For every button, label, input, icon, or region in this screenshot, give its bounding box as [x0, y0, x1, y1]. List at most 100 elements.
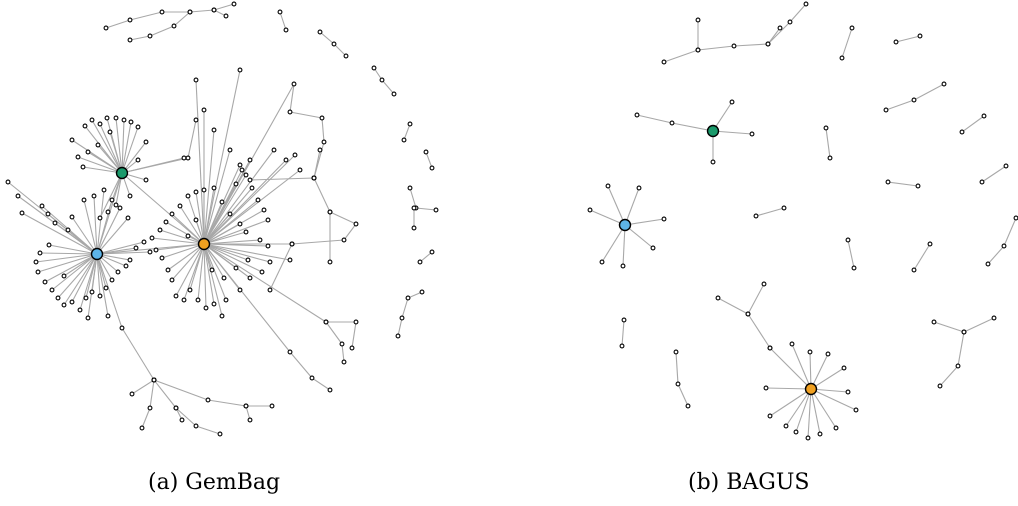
bagus-nodes — [587, 1, 1018, 441]
network-edge — [82, 166, 123, 174]
network-edge — [675, 351, 679, 385]
network-edge — [351, 321, 357, 349]
network-node — [159, 255, 165, 261]
network-node — [5, 179, 11, 185]
network-edge — [171, 213, 205, 245]
network-node — [841, 365, 847, 371]
network-node — [227, 147, 233, 153]
network-edge — [712, 130, 753, 135]
network-node — [915, 183, 921, 189]
network-node — [185, 155, 191, 161]
network-node — [109, 197, 115, 203]
network-node — [187, 287, 193, 293]
network-node — [353, 319, 359, 325]
network-node — [411, 205, 417, 211]
network-edge — [195, 191, 205, 245]
network-edge — [161, 243, 205, 259]
network-edge — [963, 317, 995, 333]
network-edge — [195, 79, 205, 245]
network-node — [61, 273, 67, 279]
network-node — [95, 142, 101, 148]
network-edge — [697, 45, 735, 51]
network-edge — [37, 253, 98, 273]
network-edge — [63, 253, 98, 306]
network-node — [219, 313, 225, 319]
network-node — [243, 172, 249, 178]
network-node — [267, 259, 273, 265]
network-node — [255, 197, 261, 203]
network-edge — [151, 237, 205, 245]
network-edge — [887, 181, 919, 187]
network-node — [117, 205, 123, 211]
network-node — [103, 25, 109, 31]
network-node — [91, 193, 97, 199]
network-edge — [83, 199, 98, 255]
network-edge — [203, 149, 275, 245]
network-node — [247, 275, 253, 281]
network-edge — [381, 79, 395, 95]
network-node — [323, 319, 329, 325]
network-edge — [99, 172, 123, 219]
network-node — [237, 221, 243, 227]
network-edge — [109, 131, 123, 174]
network-node — [151, 377, 157, 383]
network-node — [55, 295, 61, 301]
network-edge — [93, 195, 98, 255]
network-edge — [153, 379, 177, 409]
caption-bagus: (b) BAGUS — [688, 470, 810, 495]
network-edge — [203, 154, 296, 245]
network-node — [107, 129, 113, 135]
network-node — [853, 407, 859, 413]
network-node — [271, 147, 277, 153]
network-node — [297, 167, 303, 173]
network-node — [269, 403, 275, 409]
network-node — [135, 124, 141, 130]
network-node — [981, 113, 987, 119]
network-edge — [96, 189, 105, 255]
network-edge — [87, 253, 98, 319]
network-node — [113, 115, 119, 121]
network-node — [283, 27, 289, 33]
network-edge — [149, 25, 175, 37]
network-node — [423, 149, 429, 155]
network-node — [121, 117, 127, 123]
network-edge — [939, 365, 959, 387]
network-node — [113, 202, 119, 208]
network-node — [731, 43, 737, 49]
network-node — [287, 349, 293, 355]
caption-gembag: (a) GemBag — [148, 470, 281, 495]
network-edge — [325, 321, 343, 345]
network-node — [65, 227, 71, 233]
network-node — [783, 423, 789, 429]
network-edge — [957, 331, 965, 367]
network-edge — [39, 252, 98, 255]
network-node — [817, 431, 823, 437]
network-edge — [35, 253, 98, 263]
network-node — [805, 435, 811, 441]
network-node — [141, 239, 147, 245]
network-edge — [121, 141, 147, 174]
network-node — [789, 341, 795, 347]
network-node — [193, 423, 199, 429]
network-edge — [121, 172, 205, 245]
network-edge — [319, 31, 335, 45]
network-node — [661, 59, 667, 65]
network-node — [245, 257, 251, 263]
network-node — [193, 77, 199, 83]
network-edge — [419, 251, 433, 263]
network-edge — [203, 243, 225, 279]
network-node — [223, 297, 229, 303]
network-edge — [321, 117, 325, 143]
network-node — [105, 209, 111, 215]
network-node — [147, 33, 153, 39]
network-edge — [425, 151, 433, 169]
network-edge — [279, 11, 287, 31]
network-edge — [717, 297, 749, 315]
network-edge — [755, 207, 785, 217]
network-node — [283, 157, 289, 163]
network-edge — [203, 243, 291, 353]
network-node — [239, 167, 245, 173]
network-node — [777, 25, 783, 31]
network-node — [833, 425, 839, 431]
network-node — [911, 267, 917, 273]
